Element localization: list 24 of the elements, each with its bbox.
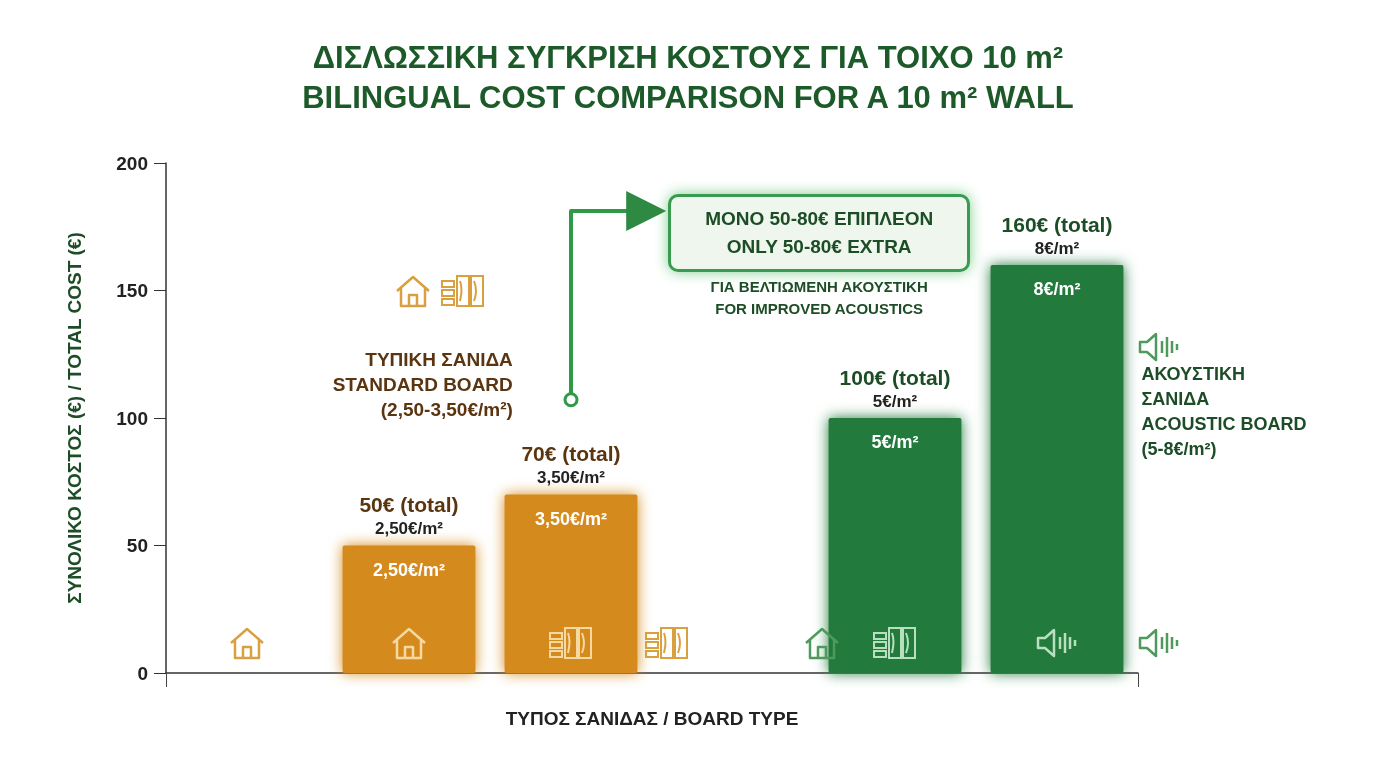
text: ΑΚΟΥΣΤΙΚΗ ΣΑΝΙΔΑ ACOUSTIC BOARD (5-8€/m²) [1141,363,1308,461]
annotation: ΓΙΑ ΒΕΛΤΙΩΜΕΝΗ ΑΚΟΥΣΤΙΚΗ FOR IMPROVED ACOUSTICS [709,277,929,320]
data-label: 160€ (total) 8€/m² [1001,212,1113,258]
bar [828,418,962,673]
bar [342,545,476,673]
bar [504,494,638,673]
y-tick-label: 50 [126,535,148,556]
x-axis-title: ΤΥΠΟΣ ΣΑΝΙΔΑΣ / BOARD TYPE [505,708,799,729]
data-label: 70€ (total) 3,50€/m² [521,442,621,487]
y-tick-label: 200 [116,152,148,174]
data-label: 100€ (total) 5€/m² [839,365,951,411]
chart-title: ΔΙΣΛΩΣΣΙΚΗ ΣΥΓΚΡΙΣΗ ΚΟΣΤΟΥΣ ΓΙΑ ΤΟΙΧΟ 10 m² BILINGUAL COST COMPARISON FOR A 10 m² WALL [302,39,1074,115]
annotation: 3,50€/m² [533,508,608,530]
y-tick-label: 100 [116,407,148,429]
y-tick-label: 150 [116,280,148,301]
callout-box: ΜΟΝΟ 50-80€ ΕΠΙΠΛΕΟΝ ONLY 50-80€ EXTRA [668,193,971,272]
y-tick-label: 0 [137,662,148,684]
bar [990,265,1124,673]
annotation: 8€/m² [1032,279,1082,300]
y-axis-title: ΣΥΝΟΛΙΚΟ ΚΟΣΤΟΣ (€) / TOTAL COST (€) [64,232,85,604]
annotation: 2,50€/m² [371,559,446,581]
annotation: ΤΥΠΙΚΗ ΣΑΝΙΔΑ STANDARD BOARD (2,50-3,50€/m²) [331,348,513,422]
annotation: 5€/m² [870,432,920,453]
data-label: 50€ (total) 2,50€/m² [359,493,459,538]
